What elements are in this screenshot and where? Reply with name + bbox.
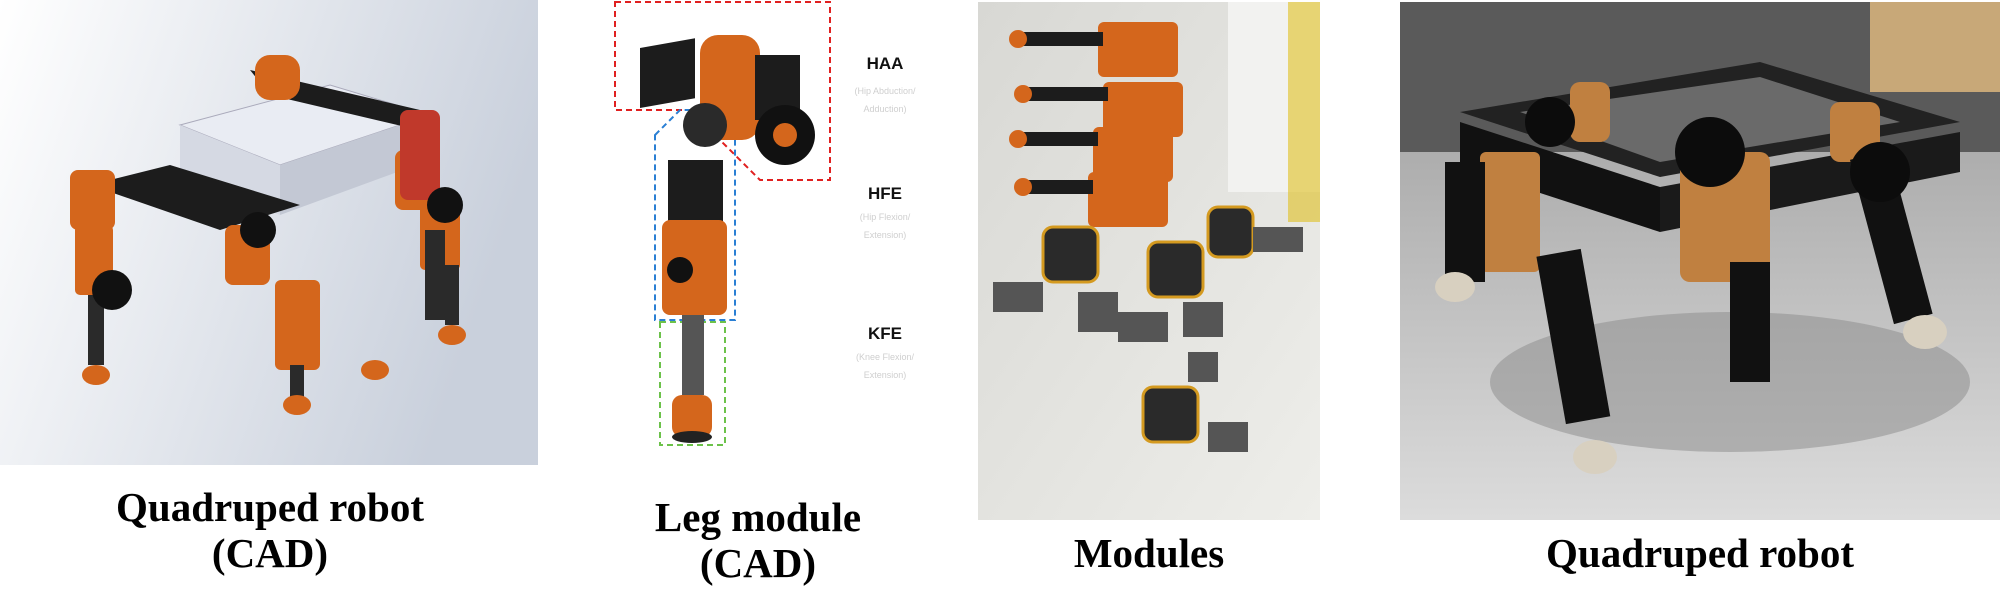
joint-sub-line: Extension) [863,370,907,380]
joint-label-haa: HAA [866,54,904,73]
joint-label-hfe: HFE [868,184,902,203]
caption-line: Leg module [654,494,862,540]
joint-label-kfe: KFE [868,324,902,343]
joint-sub-haa: (Hip Abduction/ Adduction) [825,82,945,118]
haa-box [614,1,831,181]
cad-robot-image [0,0,538,465]
caption-line: Quadruped robot [116,484,424,530]
caption-modules: Modules [978,530,1320,576]
leg-module-image [600,0,960,465]
robot-photo-panel [1400,2,2000,520]
modules-photo-panel [978,2,1320,520]
joint-sub-line: (Hip Flexion/ [859,212,911,222]
caption-leg-module: Leg module (CAD) [578,494,938,586]
joint-sub-line: (Knee Flexion/ [855,352,915,362]
caption-cad-robot: Quadruped robot (CAD) [60,484,480,576]
caption-line: (CAD) [699,540,817,586]
caption-line: (CAD) [211,530,329,576]
joint-sub-line: Adduction) [863,104,907,114]
caption-robot-photo: Quadruped robot [1400,530,2000,576]
joint-sub-kfe: (Knee Flexion/ Extension) [825,348,945,384]
joint-sub-line: Extension) [863,230,907,240]
caption-line: Quadruped robot [1546,530,1854,576]
caption-line: Modules [1073,530,1225,576]
joint-sub-line: (Hip Abduction/ [854,86,916,96]
leg-module-panel: HAA (Hip Abduction/ Adduction) HFE (Hip … [600,0,960,465]
modules-photo-image [978,2,1320,520]
robot-photo-image [1400,2,2000,520]
cad-robot-panel [0,0,538,465]
joint-sub-hfe: (Hip Flexion/ Extension) [825,208,945,244]
hfe-box [654,109,736,321]
